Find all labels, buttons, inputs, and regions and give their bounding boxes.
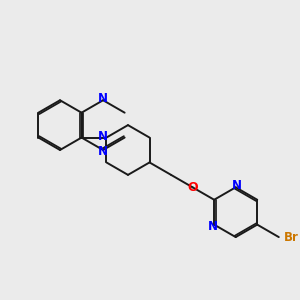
Text: N: N <box>208 220 218 232</box>
Text: N: N <box>98 130 108 142</box>
Text: O: O <box>187 181 198 194</box>
Text: Br: Br <box>284 231 299 244</box>
Text: N: N <box>98 145 108 158</box>
Text: N: N <box>98 92 108 105</box>
Text: N: N <box>232 179 242 192</box>
